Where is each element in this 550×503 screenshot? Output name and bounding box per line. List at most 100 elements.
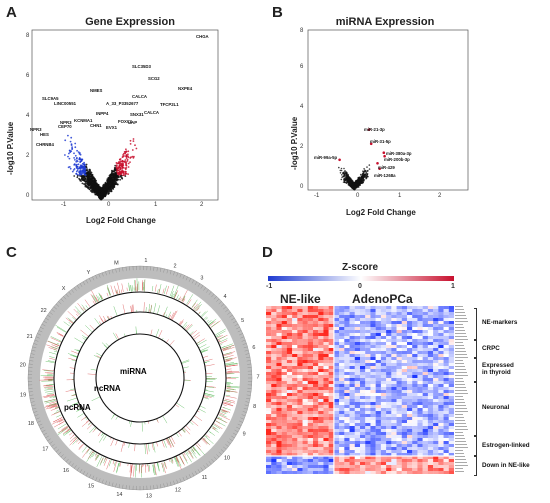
chromosome-tick xyxy=(179,478,182,483)
heatmap-cell xyxy=(318,321,324,325)
heatmap-cell xyxy=(443,450,449,454)
heatmap-cell xyxy=(281,381,287,385)
heatmap-cell xyxy=(375,429,381,433)
heatmap-cell xyxy=(302,450,308,454)
heatmap-cell xyxy=(292,387,298,391)
data-point xyxy=(364,176,367,178)
mirna-bar xyxy=(87,373,97,375)
heatmap-cell xyxy=(276,369,282,373)
pcrna-bar xyxy=(169,285,175,297)
heatmap-cell xyxy=(412,309,418,313)
data-point xyxy=(83,183,85,185)
data-point xyxy=(363,168,365,170)
heatmap-cell xyxy=(391,408,397,412)
data-point xyxy=(84,181,87,183)
heatmap-cell xyxy=(365,411,371,415)
data-point xyxy=(117,173,120,176)
heatmap-cell xyxy=(328,417,334,421)
heatmap-cell xyxy=(302,372,308,376)
pcrna-bar xyxy=(43,386,54,388)
data-point xyxy=(359,181,361,184)
heatmap-cell xyxy=(318,435,324,439)
heatmap-cell xyxy=(396,327,402,331)
heatmap-cell xyxy=(297,402,303,406)
data-point xyxy=(89,185,92,188)
heatmap-cell xyxy=(349,411,355,415)
heatmap-cell xyxy=(412,330,418,334)
pcrna-bar xyxy=(57,333,63,337)
mirna-bar xyxy=(105,343,110,347)
heatmap-cell xyxy=(448,375,454,379)
heatmap-cell xyxy=(302,435,308,439)
heatmap-cell xyxy=(297,426,303,430)
chromosome-tick xyxy=(65,293,69,298)
heatmap-cell xyxy=(412,357,418,361)
heatmap-cell xyxy=(427,405,434,409)
heatmap-cell xyxy=(401,315,408,319)
pcrna-bar xyxy=(43,399,55,403)
heatmap-cell xyxy=(391,387,397,391)
heatmap-cell xyxy=(443,444,449,448)
heatmap-cell xyxy=(276,333,282,337)
heatmap-cell xyxy=(307,378,314,382)
heatmap-cell xyxy=(391,399,397,403)
data-point xyxy=(98,190,100,193)
heatmap-cell xyxy=(380,366,387,370)
pcrna-bar xyxy=(49,395,56,398)
heatmap-cell xyxy=(417,351,423,355)
heatmap-cell xyxy=(344,369,350,373)
pcrna-bar xyxy=(218,340,221,343)
heatmap-cell xyxy=(391,417,397,421)
data-point xyxy=(351,184,354,186)
data-point xyxy=(124,150,126,153)
heatmap-cell xyxy=(396,369,402,373)
heatmap-cell xyxy=(349,372,355,376)
heatmap-cell xyxy=(375,333,381,337)
heatmap-cell xyxy=(281,408,287,412)
heatmap-cell xyxy=(286,450,293,454)
heatmap-cell xyxy=(323,324,329,328)
heatmap-cell xyxy=(271,393,277,397)
heatmap-cell xyxy=(292,426,298,430)
heatmap-cell xyxy=(360,411,366,415)
data-point xyxy=(124,170,127,173)
heatmap-cell xyxy=(407,408,413,412)
heatmap-cell xyxy=(302,432,308,436)
heatmap-cell xyxy=(396,378,402,382)
heatmap-cell xyxy=(302,402,308,406)
heatmap-cell xyxy=(344,360,350,364)
heatmap-cell xyxy=(448,360,454,364)
heatmap-cell xyxy=(323,387,329,391)
heatmap-cell xyxy=(386,420,392,424)
heatmap-cell xyxy=(360,450,366,454)
heatmap-cell xyxy=(386,381,392,385)
heatmap-cell xyxy=(339,450,345,454)
ring-label-ncrna: ncRNA xyxy=(94,384,121,393)
heatmap-cell xyxy=(281,396,287,400)
mirna-label: miR-1268a xyxy=(374,173,396,178)
heatmap-cell xyxy=(328,408,334,412)
panel-b-xtick: 1 xyxy=(398,193,402,199)
pcrna-bar xyxy=(202,437,210,445)
heatmap-cell xyxy=(339,366,345,370)
heatmap-cell xyxy=(354,357,361,361)
heatmap-cell xyxy=(365,339,371,343)
heatmap-cell xyxy=(443,390,449,394)
data-point xyxy=(78,157,81,159)
heatmap-cell xyxy=(266,450,272,454)
pcrna-bar xyxy=(43,395,56,398)
heatmap-cell xyxy=(318,414,324,418)
heatmap-cell xyxy=(281,417,287,421)
heatmap-cell xyxy=(354,378,361,382)
heatmap-cell xyxy=(281,336,287,340)
heatmap-cell xyxy=(271,339,277,343)
heatmap-cell xyxy=(354,402,361,406)
heatmap-cell xyxy=(448,411,454,415)
heatmap-cell xyxy=(443,363,449,367)
heatmap-cell xyxy=(339,321,345,325)
heatmap-cell xyxy=(365,408,371,412)
heatmap-cell xyxy=(333,315,340,319)
panel-a-letter: A xyxy=(6,4,17,21)
pcrna-bar xyxy=(181,289,188,302)
pcrna-bar xyxy=(51,411,61,416)
